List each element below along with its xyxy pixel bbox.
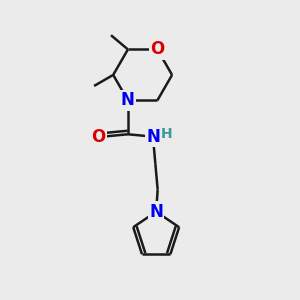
- Text: H: H: [161, 127, 173, 141]
- Text: O: O: [91, 128, 106, 146]
- Text: O: O: [150, 40, 164, 58]
- Text: N: N: [121, 92, 135, 110]
- Text: N: N: [149, 203, 163, 221]
- Text: N: N: [146, 128, 160, 146]
